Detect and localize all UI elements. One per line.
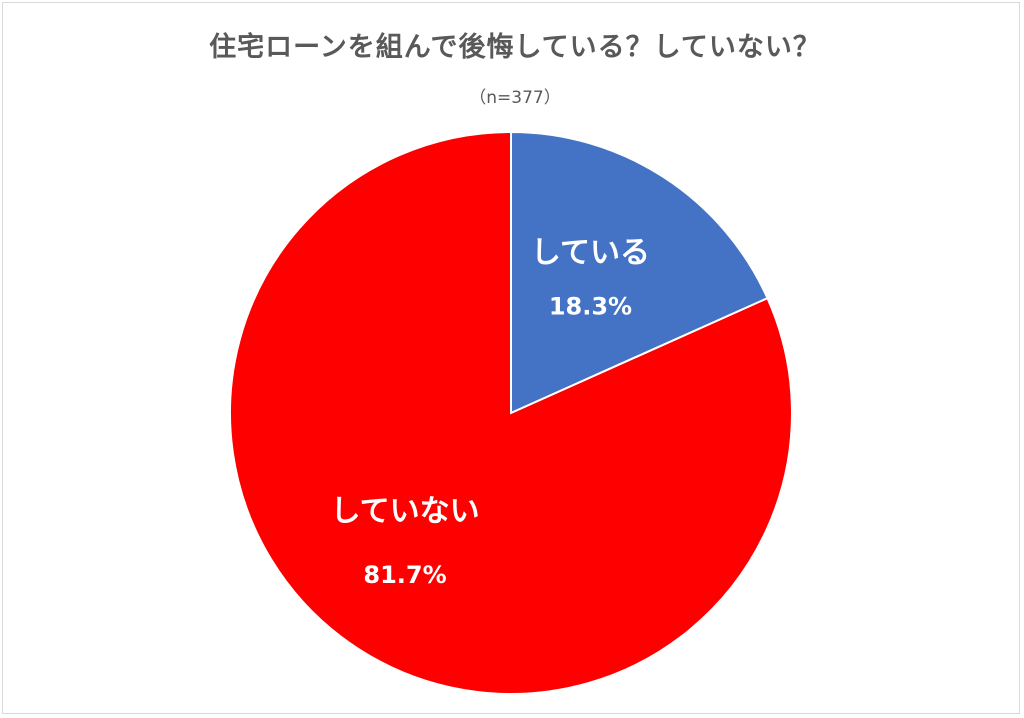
pie-slice-0: [510, 130, 769, 415]
pie-slice-1: [229, 130, 793, 695]
chart-title: 住宅ローンを組んで後悔している？していない？: [209, 32, 821, 63]
slice-label-1: していない: [330, 494, 479, 529]
slice-value-0: 18.3%: [549, 292, 632, 320]
chart-subtitle: （n=377）: [469, 88, 561, 108]
slice-value-1: 81.7%: [363, 561, 446, 589]
slice-label-0: している: [531, 235, 650, 270]
